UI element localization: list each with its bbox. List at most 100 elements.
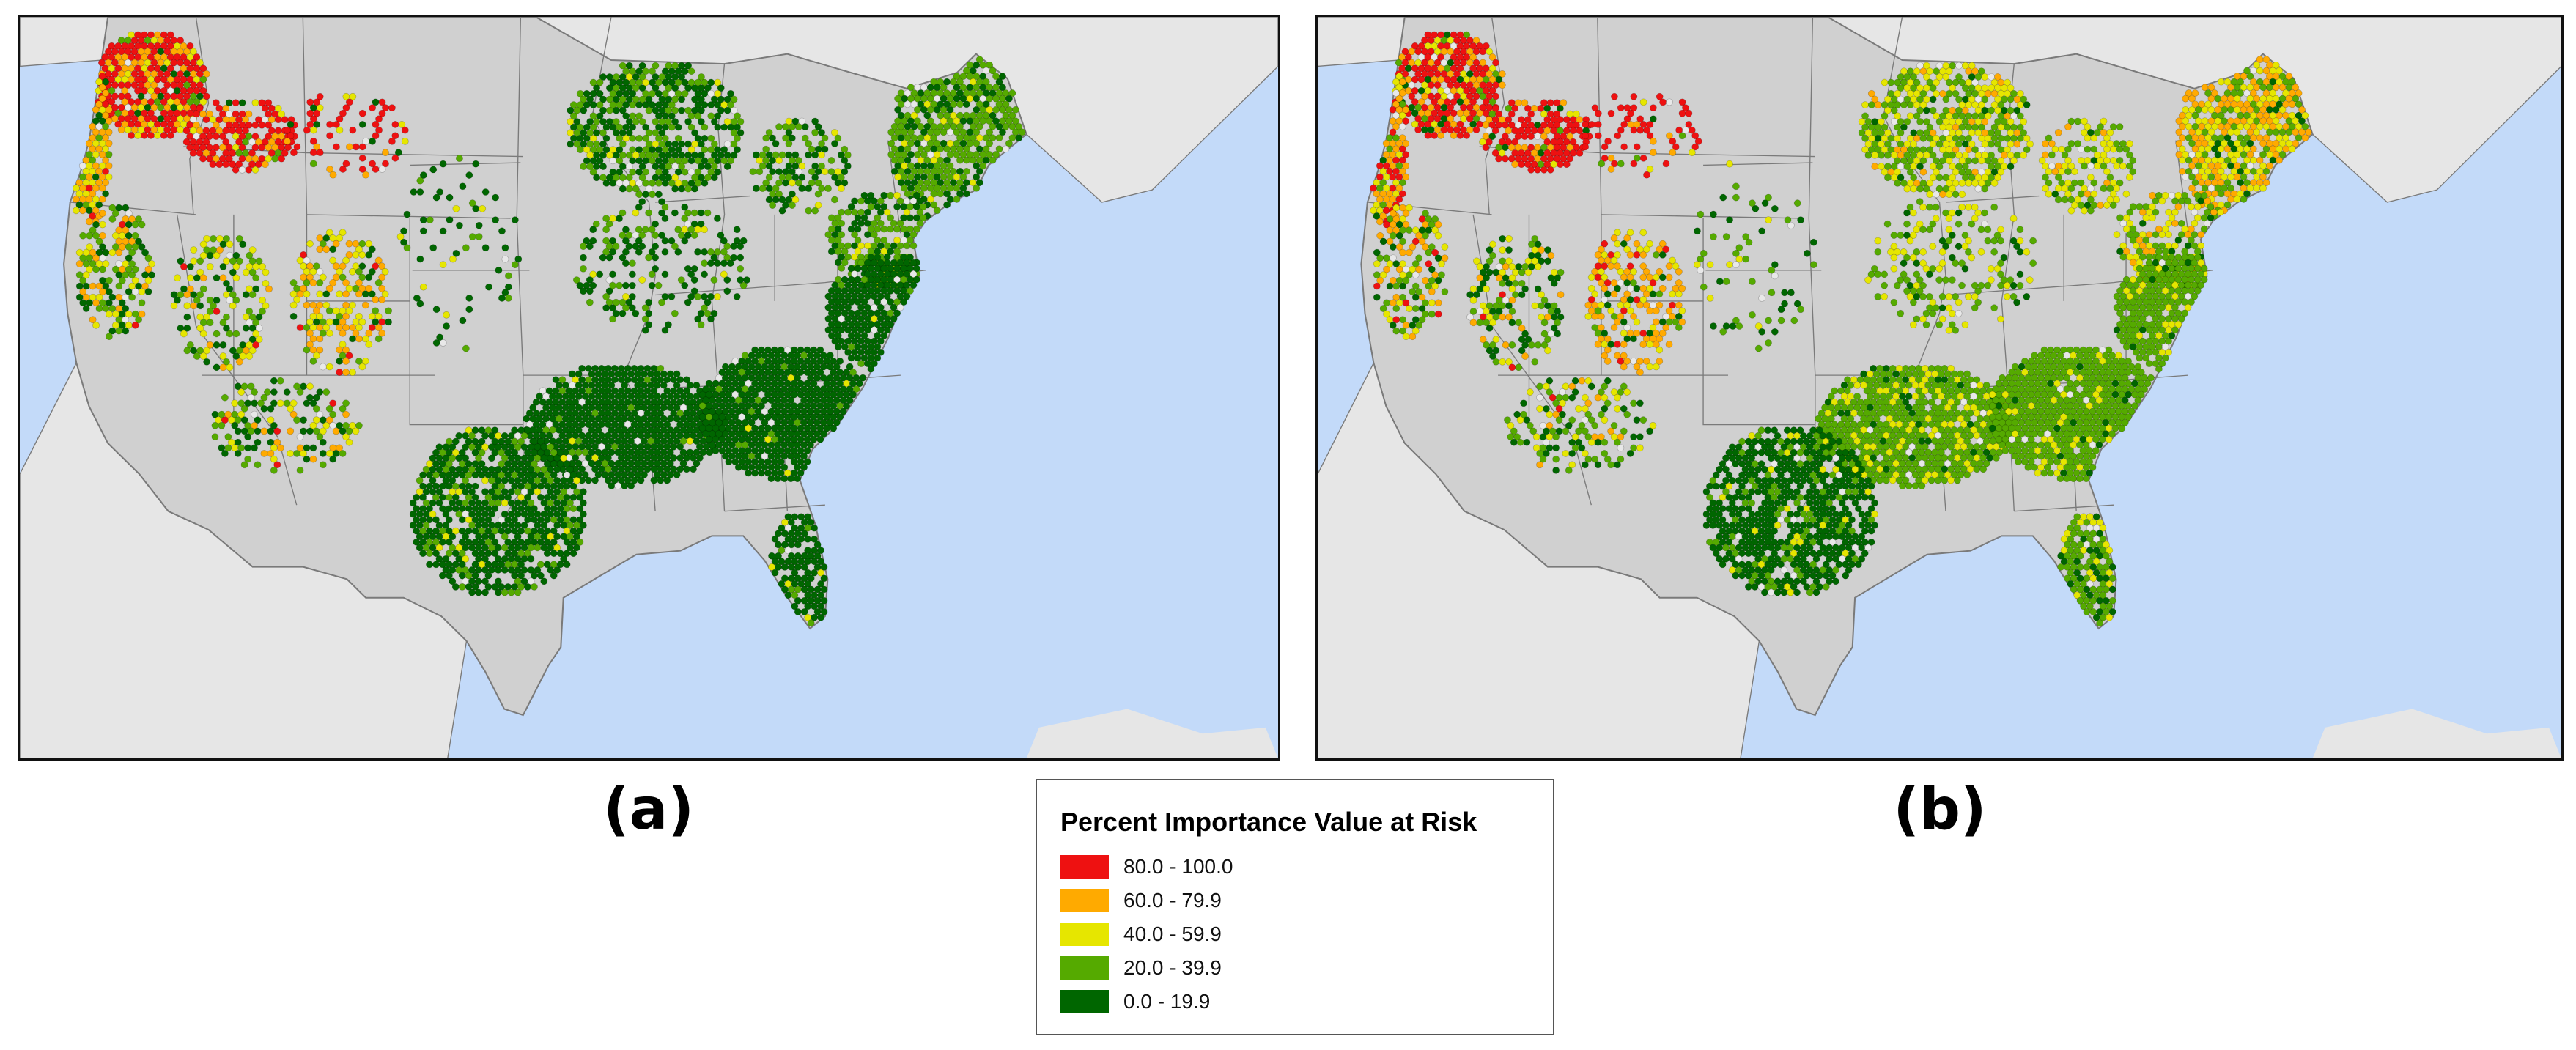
risk-hexagon bbox=[720, 259, 728, 267]
risk-hexagon bbox=[352, 143, 360, 151]
risk-hexagon bbox=[1649, 104, 1657, 112]
risk-hexagon bbox=[810, 380, 818, 388]
risk-hexagon bbox=[462, 344, 470, 352]
risk-hexagon bbox=[199, 155, 207, 163]
risk-hexagon bbox=[296, 433, 304, 441]
risk-hexagon bbox=[821, 168, 829, 176]
risk-hexagon bbox=[979, 73, 987, 81]
risk-hexagon bbox=[487, 454, 495, 462]
risk-hexagon bbox=[710, 254, 718, 262]
risk-hexagon bbox=[926, 196, 934, 203]
risk-hexagon bbox=[342, 312, 350, 320]
risk-hexagon bbox=[679, 459, 687, 467]
risk-hexagon bbox=[92, 321, 100, 329]
risk-hexagon bbox=[658, 232, 665, 239]
risk-hexagon bbox=[910, 111, 918, 119]
risk-hexagon bbox=[202, 116, 210, 124]
risk-hexagon bbox=[248, 291, 257, 299]
risk-hexagon bbox=[507, 588, 515, 596]
risk-hexagon bbox=[322, 388, 331, 396]
risk-hexagon bbox=[713, 292, 721, 300]
risk-hexagon bbox=[251, 421, 259, 429]
risk-hexagon bbox=[362, 171, 370, 179]
risk-hexagon bbox=[550, 550, 558, 558]
risk-hexagon bbox=[446, 193, 454, 202]
risk-hexagon bbox=[355, 290, 363, 298]
risk-hexagon bbox=[381, 290, 389, 298]
risk-hexagon bbox=[612, 243, 620, 251]
risk-hexagon bbox=[1594, 109, 1602, 117]
risk-hexagon bbox=[589, 226, 597, 234]
risk-hexagon bbox=[138, 299, 146, 307]
risk-hexagon bbox=[678, 73, 686, 81]
risk-hexagon bbox=[727, 157, 735, 165]
risk-hexagon bbox=[788, 202, 796, 209]
risk-hexagon bbox=[189, 116, 197, 124]
risk-hexagon bbox=[348, 267, 356, 276]
risk-hexagon bbox=[785, 128, 793, 136]
risk-hexagon bbox=[684, 185, 693, 193]
risk-hexagon bbox=[234, 438, 242, 446]
risk-hexagon bbox=[244, 444, 252, 452]
risk-hexagon bbox=[814, 123, 822, 131]
risk-hexagon bbox=[436, 188, 444, 196]
risk-hexagon bbox=[494, 566, 502, 574]
risk-hexagon bbox=[219, 274, 227, 282]
risk-hexagon bbox=[780, 563, 789, 571]
risk-hexagon bbox=[336, 369, 344, 376]
state-boundary bbox=[176, 214, 298, 506]
risk-hexagon bbox=[300, 416, 307, 424]
risk-hexagon bbox=[251, 410, 259, 418]
risk-hexagon bbox=[361, 290, 369, 298]
risk-hexagon bbox=[1669, 149, 1677, 157]
risk-hexagon bbox=[710, 276, 718, 284]
risk-hexagon bbox=[596, 112, 604, 120]
risk-hexagon bbox=[697, 140, 705, 148]
risk-hexagon bbox=[973, 173, 981, 181]
risk-hexagon bbox=[628, 259, 636, 267]
risk-hexagon bbox=[863, 231, 871, 239]
risk-hexagon bbox=[234, 427, 242, 435]
risk-hexagon bbox=[465, 306, 473, 314]
risk-hexagon bbox=[203, 313, 211, 321]
risk-hexagon bbox=[125, 254, 133, 262]
risk-hexagons bbox=[72, 31, 1026, 627]
risk-hexagon bbox=[657, 476, 665, 484]
risk-hexagon bbox=[575, 370, 583, 378]
risk-hexagon bbox=[725, 458, 733, 466]
risk-hexagon bbox=[115, 327, 123, 335]
risk-hexagon bbox=[251, 166, 259, 174]
risk-hexagon bbox=[352, 251, 360, 259]
risk-hexagon bbox=[1582, 121, 1590, 128]
risk-hexagon bbox=[830, 424, 838, 432]
risk-hexagon bbox=[652, 232, 660, 239]
risk-hexagon bbox=[697, 209, 705, 217]
risk-hexagon bbox=[481, 244, 490, 252]
risk-hexagon bbox=[199, 285, 207, 293]
risk-hexagon bbox=[904, 100, 912, 108]
risk-hexagon bbox=[122, 226, 130, 234]
risk-hexagon bbox=[701, 304, 709, 312]
risk-hexagon bbox=[1614, 132, 1622, 140]
risk-hexagon bbox=[787, 396, 795, 404]
risk-hexagon bbox=[1431, 132, 1439, 139]
risk-hexagon bbox=[684, 298, 692, 306]
risk-hexagon bbox=[336, 115, 344, 123]
risk-hexagon bbox=[102, 156, 110, 164]
risk-hexagon bbox=[816, 346, 824, 354]
risk-hexagon bbox=[358, 251, 366, 259]
risk-hexagon bbox=[501, 499, 509, 507]
risk-hexagon bbox=[141, 282, 149, 290]
risk-hexagon bbox=[693, 381, 701, 389]
risk-hexagon bbox=[102, 282, 110, 290]
risk-hexagon bbox=[1505, 246, 1513, 254]
risk-hexagon bbox=[242, 291, 250, 299]
risk-hexagon bbox=[287, 450, 295, 457]
risk-hexagon bbox=[616, 146, 624, 154]
risk-hexagon bbox=[923, 111, 931, 119]
risk-hexagon bbox=[1015, 122, 1023, 130]
risk-hexagon bbox=[798, 162, 806, 170]
risk-hexagon bbox=[153, 132, 161, 139]
risk-hexagon bbox=[1521, 133, 1529, 140]
risk-hexagon bbox=[621, 248, 630, 256]
